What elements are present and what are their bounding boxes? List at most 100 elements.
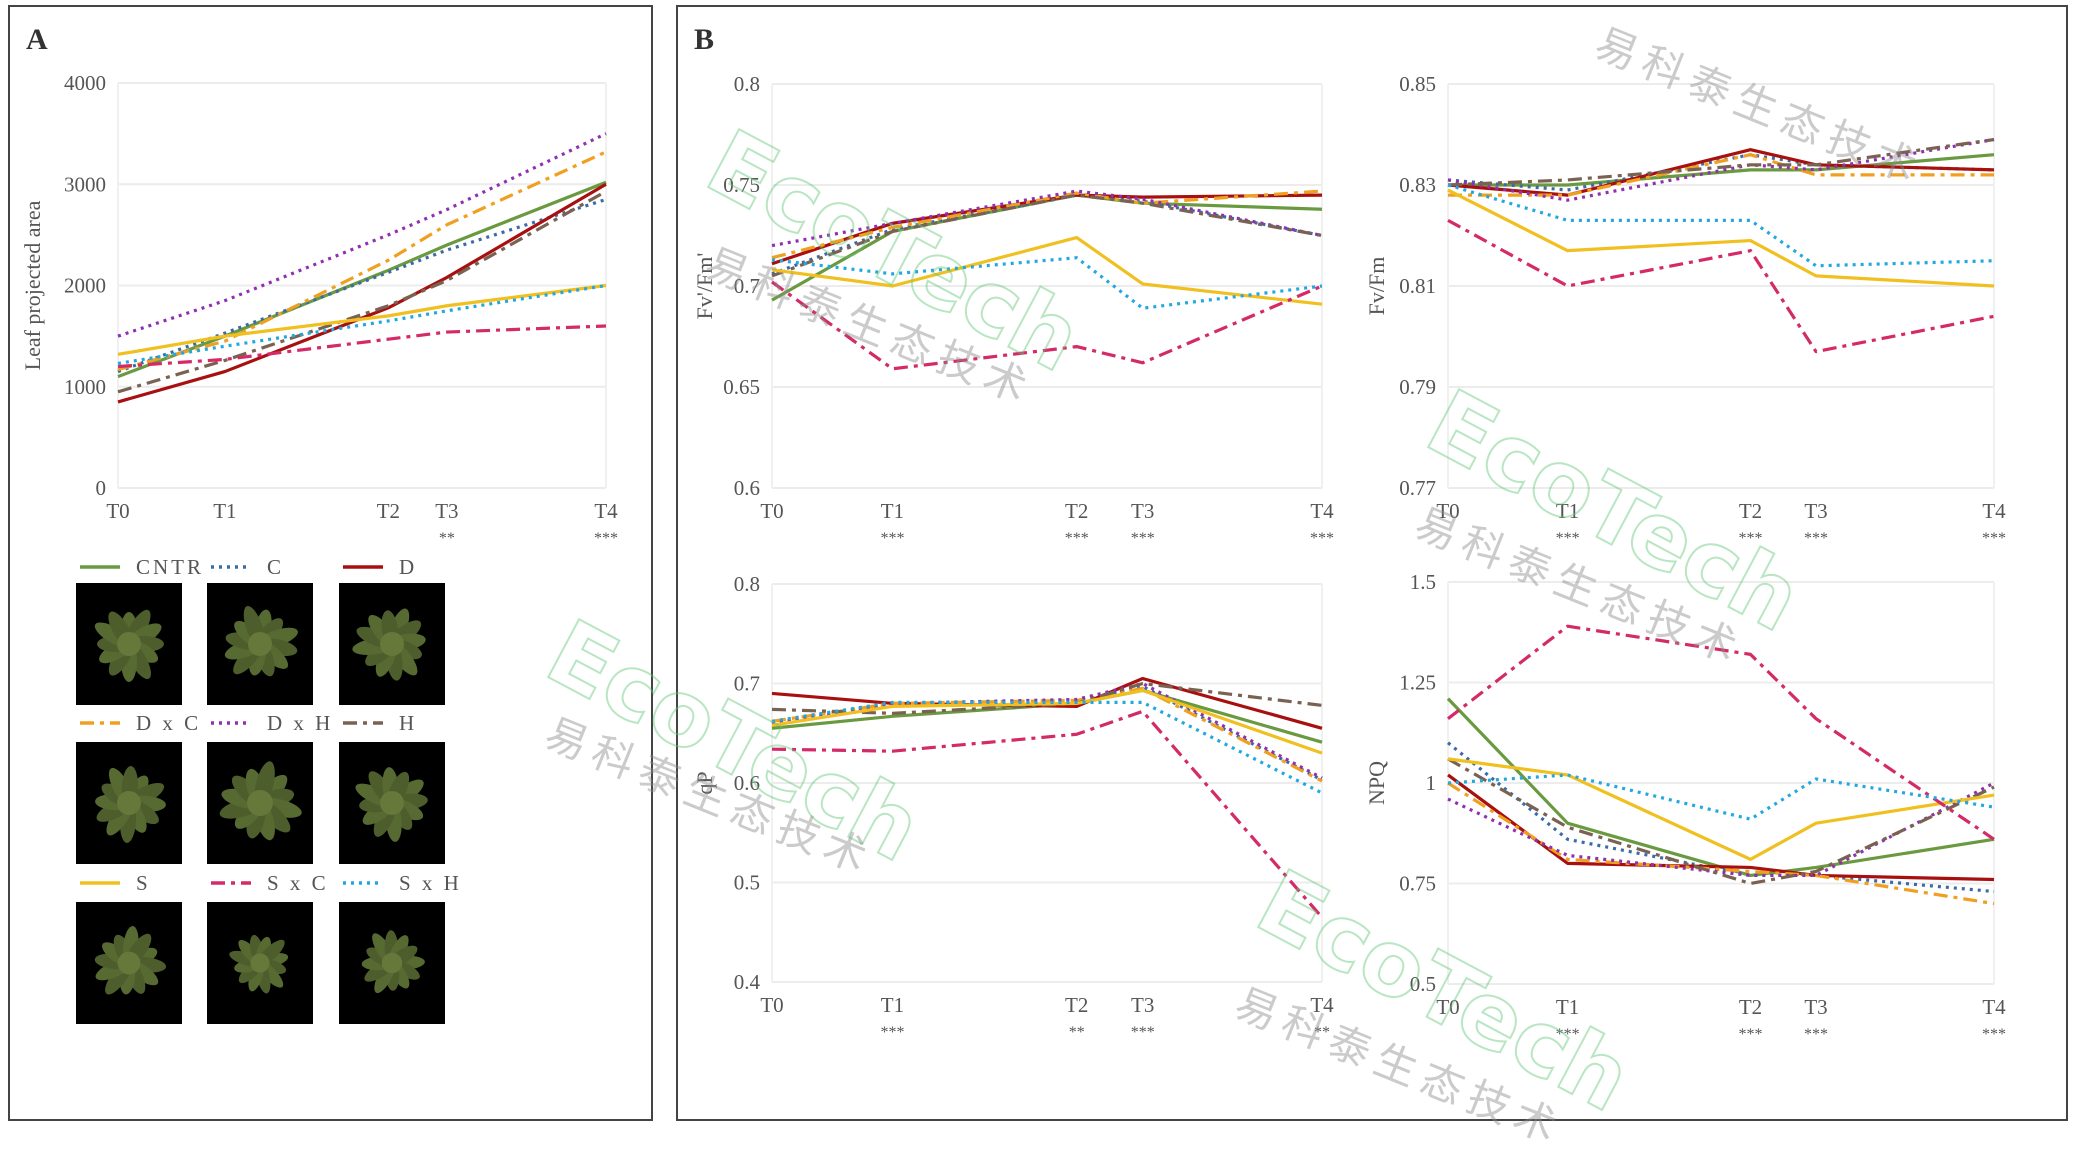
- series-line-sxh: [117, 283, 607, 366]
- series-line-h: [771, 193, 1323, 278]
- legend-item: H: [341, 710, 418, 735]
- significance-label: **: [1314, 1024, 1330, 1041]
- y-tick-label: 0.8: [734, 72, 760, 96]
- chart-B2: [1447, 83, 1995, 489]
- legend-item: S x C: [209, 870, 329, 895]
- y-tick-label: 0.79: [1399, 375, 1436, 399]
- series-line-dxh: [1447, 137, 1995, 202]
- series-line-sxh: [1447, 183, 1995, 268]
- y-tick-label: 1000: [64, 375, 106, 399]
- significance-label: ***: [1738, 1026, 1762, 1043]
- legend-swatch: [211, 565, 251, 569]
- legend-label: CNTR: [136, 554, 205, 579]
- y-axis-label: NPQ: [1364, 761, 1389, 805]
- y-tick-label: 0.7: [734, 274, 760, 298]
- series-line-d: [1447, 148, 1995, 197]
- legend-label: H: [399, 710, 418, 735]
- y-tick-label: 1.5: [1410, 570, 1436, 594]
- plant-rosette-image: [207, 902, 313, 1024]
- x-tick-label: T1: [1556, 995, 1579, 1019]
- series-line-cntr: [771, 688, 1323, 744]
- chart-B1: [771, 83, 1323, 489]
- x-tick-label: T2: [1065, 993, 1088, 1017]
- y-tick-label: 0.65: [723, 375, 760, 399]
- significance-label: ***: [1556, 1026, 1580, 1043]
- y-axis-label: Leaf projected area: [20, 200, 45, 370]
- y-tick-label: 0.5: [734, 871, 760, 895]
- significance-label: **: [439, 530, 455, 547]
- series-line-sxc: [1447, 218, 1995, 354]
- x-tick-label: T2: [1065, 499, 1088, 523]
- y-tick-label: 0.77: [1399, 476, 1436, 500]
- legend-swatch: [80, 565, 120, 569]
- y-tick-label: 0.85: [1399, 72, 1436, 96]
- y-tick-label: 0.6: [734, 771, 760, 795]
- series-line-sxh: [771, 700, 1323, 795]
- series-line-c: [1446, 741, 1995, 894]
- series-line-d: [771, 676, 1323, 730]
- significance-label: ***: [1310, 530, 1334, 547]
- significance-label: ***: [1131, 530, 1155, 547]
- legend-swatch: [80, 721, 120, 725]
- series-line-dxh: [771, 681, 1323, 780]
- significance-label: ***: [1804, 1026, 1828, 1043]
- x-tick-label: T1: [213, 499, 236, 523]
- legend-item: CNTR: [78, 554, 205, 579]
- x-tick-label: T2: [377, 499, 400, 523]
- series-line-cntr: [1448, 153, 1995, 187]
- y-tick-label: 0.5: [1410, 972, 1436, 996]
- plant-rosette-image: [76, 583, 182, 705]
- series-line-s: [1447, 188, 1995, 288]
- series-line-dxc: [1448, 153, 1994, 197]
- series-line-dxh: [1447, 781, 1995, 878]
- plant-rosette-image: [76, 742, 182, 864]
- x-tick-label: T2: [1739, 995, 1762, 1019]
- plant-rosette-image: [207, 583, 313, 705]
- legend-label: S x C: [267, 870, 329, 895]
- x-tick-label: T0: [760, 499, 783, 523]
- series-line-s: [117, 283, 607, 356]
- x-tick-label: T0: [1436, 995, 1459, 1019]
- x-tick-label: T1: [881, 499, 904, 523]
- chart-B3: [771, 583, 1324, 983]
- x-tick-label: T4: [1310, 499, 1334, 523]
- plant-rosette-image: [339, 583, 445, 705]
- significance-label: ***: [1131, 1024, 1155, 1041]
- series-line-s: [771, 235, 1323, 306]
- x-tick-label: T3: [435, 499, 458, 523]
- legend-swatch: [211, 881, 251, 885]
- panel-b: B: [676, 5, 2068, 1121]
- y-axis-label: Fv'/Fm': [692, 253, 717, 320]
- legend-item: D: [341, 554, 418, 579]
- y-tick-label: 0.7: [734, 672, 760, 696]
- legend-swatch: [80, 881, 120, 885]
- series-line-dxh: [117, 132, 607, 338]
- significance-label: ***: [880, 530, 904, 547]
- x-tick-label: T0: [1436, 499, 1459, 523]
- legend-swatch: [211, 721, 251, 725]
- y-tick-label: 0.4: [734, 970, 761, 994]
- x-tick-label: T1: [1556, 499, 1579, 523]
- x-tick-label: T0: [106, 499, 129, 523]
- series-line-sxc: [771, 709, 1324, 919]
- x-tick-label: T4: [1982, 499, 2006, 523]
- panel-a: A: [8, 5, 653, 1121]
- series-line-sxh: [771, 256, 1323, 310]
- legend-item: S x H: [341, 871, 462, 895]
- y-tick-label: 0.81: [1399, 274, 1436, 298]
- legend-label: C: [267, 554, 285, 579]
- series-line-h: [1447, 757, 1995, 886]
- x-tick-label: T4: [1310, 993, 1334, 1017]
- x-tick-label: T1: [881, 993, 904, 1017]
- series-line-sxc: [1447, 624, 1995, 841]
- significance-label: ***: [880, 1024, 904, 1041]
- y-tick-label: 3000: [64, 172, 106, 196]
- legend-label: D: [399, 554, 418, 579]
- plant-rosette-image: [339, 902, 445, 1024]
- series-line-dxc: [1447, 781, 1995, 906]
- series-line-sxc: [771, 280, 1323, 371]
- legend-label: S: [136, 870, 151, 895]
- panel-a-label: A: [26, 23, 48, 56]
- panel-b-label: B: [694, 23, 715, 56]
- significance-label: ***: [1738, 530, 1762, 547]
